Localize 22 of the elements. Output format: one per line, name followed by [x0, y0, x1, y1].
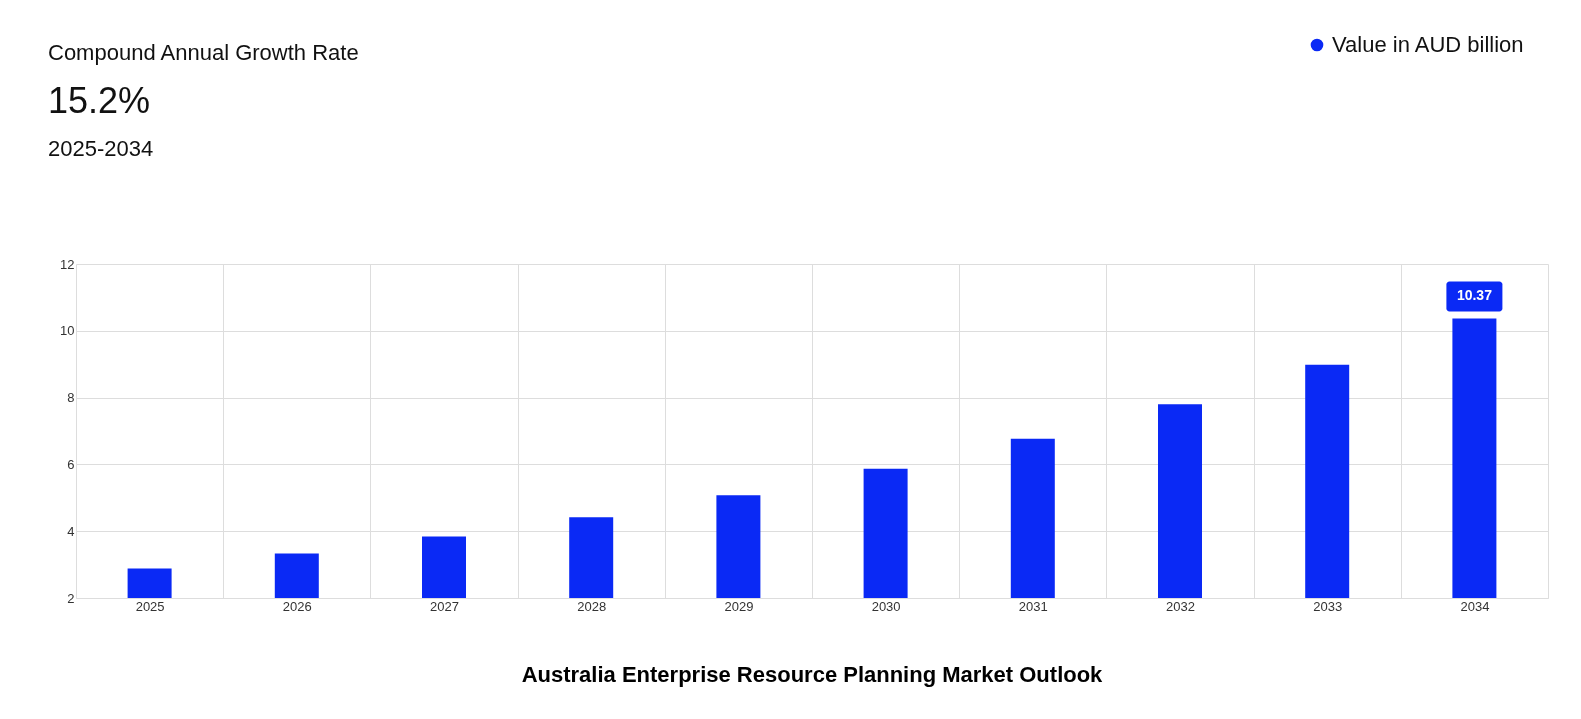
y-tick-label: 10 [60, 323, 75, 339]
x-tick-label: 2027 [430, 598, 459, 614]
data-label: 10.37 [1456, 287, 1493, 304]
x-tick-label: 2026 [282, 598, 312, 614]
text: Australia Enterprise Resource Planning Market Outlook [521, 662, 1104, 687]
text: Compound Annual Growth Rate [48, 40, 359, 66]
x-tick-label: 2030 [871, 598, 901, 614]
y-tick-label: 6 [67, 456, 75, 472]
y-tick-label: 8 [67, 390, 75, 406]
text: 15.2% [48, 80, 152, 122]
x-tick-label: 2031 [1018, 598, 1048, 614]
y-tick-label: 4 [67, 523, 75, 539]
x-tick-label: 2025 [135, 598, 165, 614]
x-tick-label: 2032 [1166, 598, 1195, 614]
y-tick-label: 12 [60, 256, 75, 272]
y-tick-label: 2 [67, 590, 75, 606]
text: 2025-2034 [48, 136, 155, 162]
x-tick-label: 2034 [1460, 598, 1490, 614]
x-tick-label: 2033 [1313, 598, 1343, 614]
legend-label: Value in AUD billion [1332, 32, 1524, 57]
x-tick-label: 2028 [577, 598, 607, 614]
x-tick-label: 2029 [724, 598, 754, 614]
